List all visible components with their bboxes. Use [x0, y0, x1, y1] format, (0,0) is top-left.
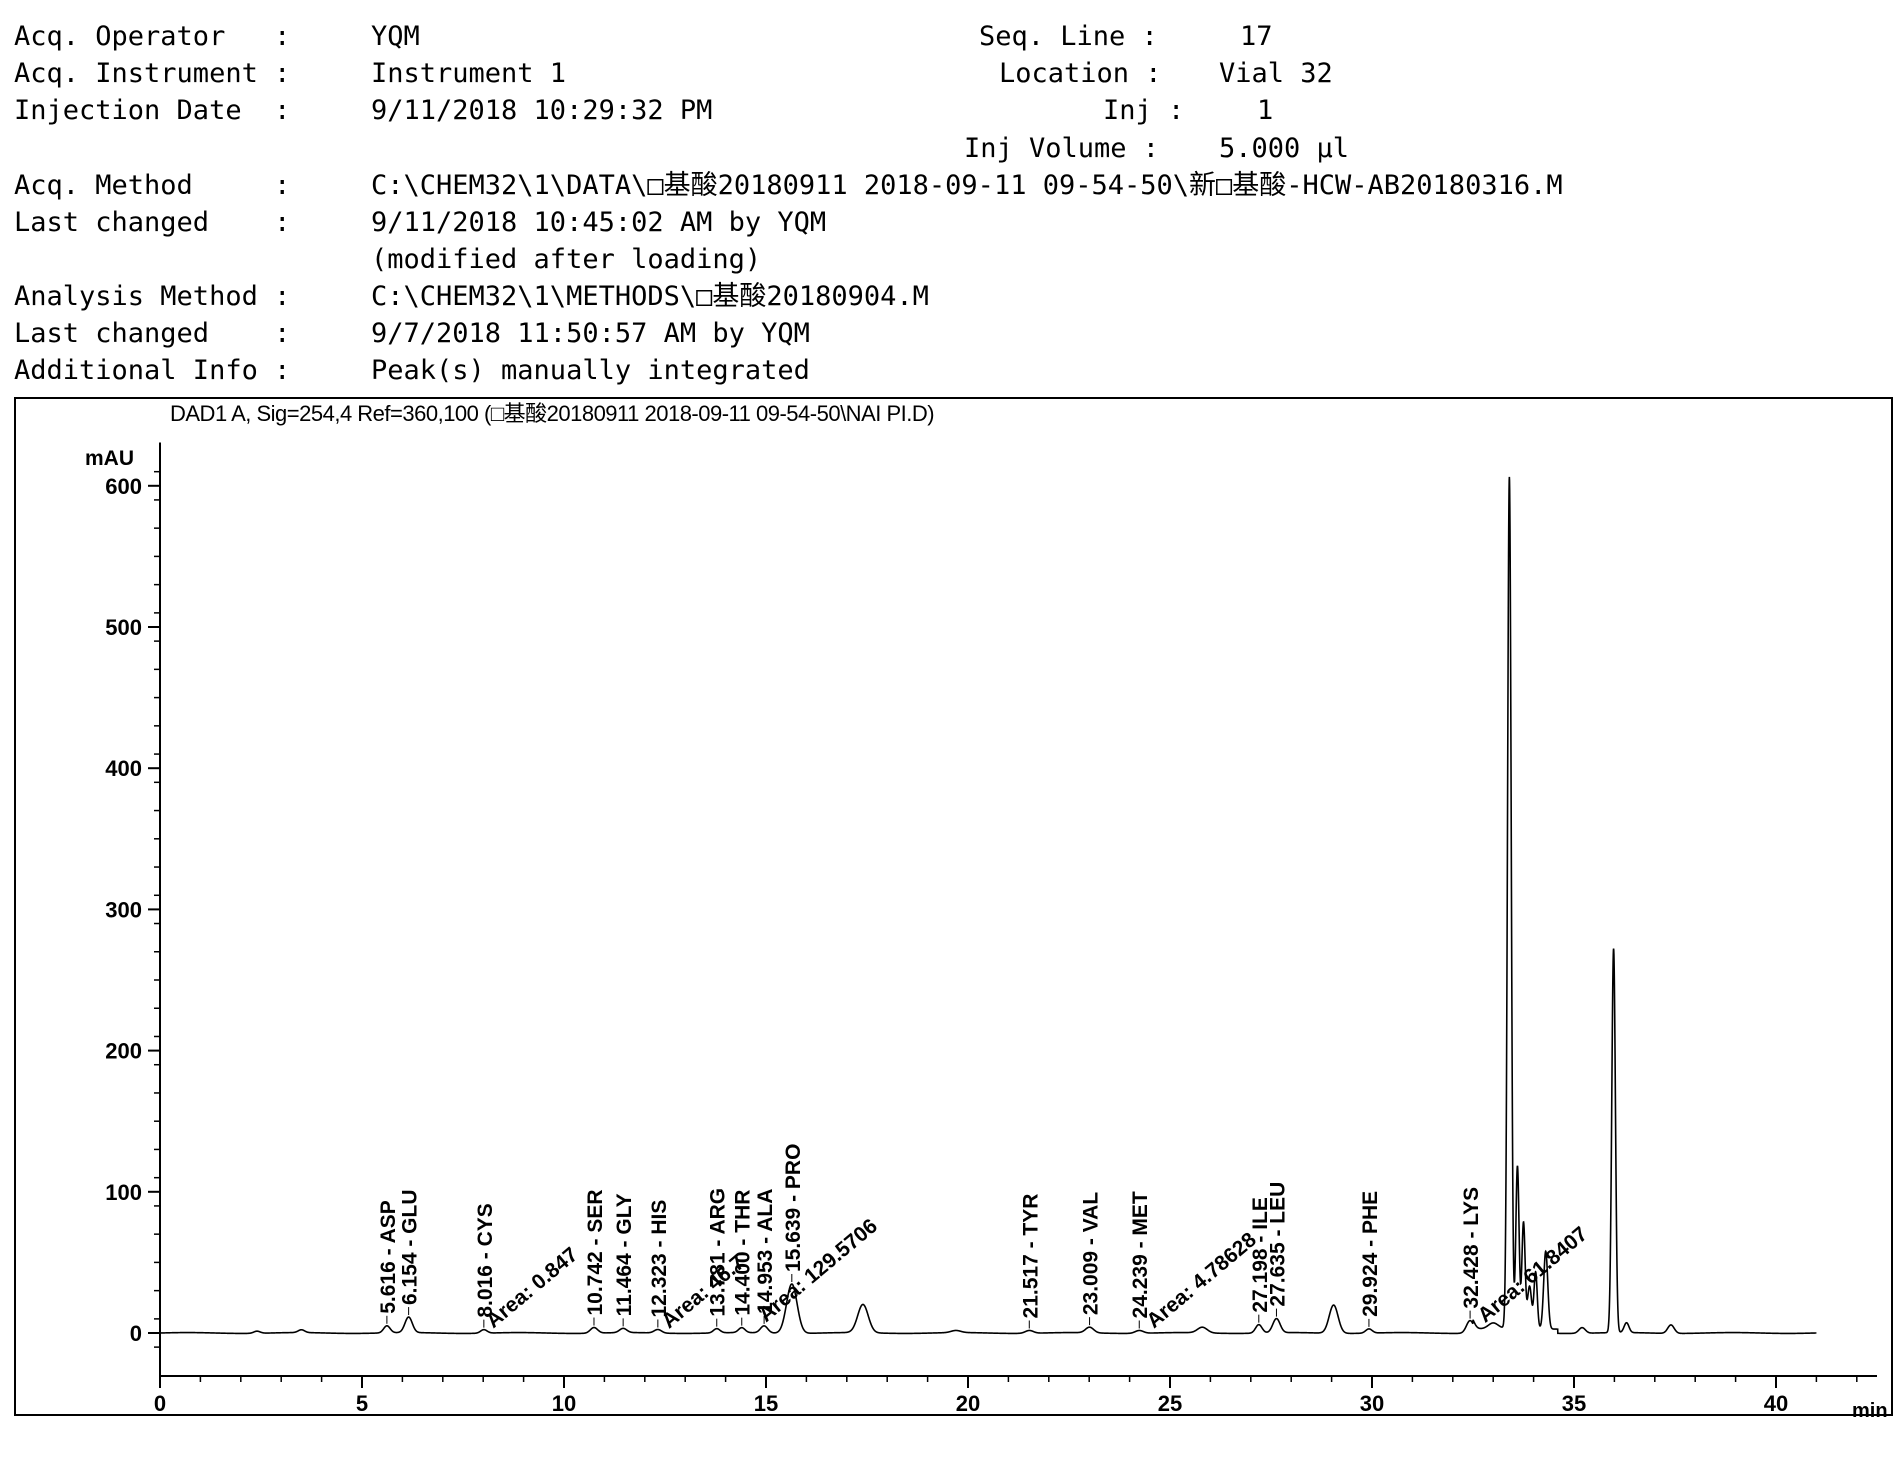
y-tick-label: 200: [105, 1039, 142, 1064]
y-axis-label: mAU: [85, 447, 134, 470]
x-axis-label: min: [1852, 1400, 1888, 1422]
x-tick-label: 15: [754, 1391, 778, 1416]
x-tick-label: 20: [956, 1391, 980, 1416]
peak-label: 6.154 - GLU: [399, 1189, 422, 1305]
peak-label: 29.924 - PHE: [1359, 1191, 1382, 1317]
x-tick-label: 40: [1764, 1391, 1788, 1416]
x-tick-label: 0: [154, 1391, 166, 1416]
x-tick-label: 25: [1158, 1391, 1182, 1416]
y-tick-label: 500: [105, 615, 142, 640]
peak-label: 11.464 - GLY: [613, 1193, 636, 1316]
x-tick-label: 30: [1360, 1391, 1384, 1416]
y-tick-label: 600: [105, 474, 142, 499]
peak-label: 21.517 - TYR: [1019, 1194, 1042, 1319]
x-tick-label: 5: [356, 1391, 368, 1416]
x-tick-label: 10: [552, 1391, 576, 1416]
peak-label: 5.616 - ASP: [377, 1200, 400, 1314]
peak-label: 12.323 - HIS: [648, 1200, 671, 1318]
y-tick-label: 100: [105, 1180, 142, 1205]
y-tick-label: 300: [105, 897, 142, 922]
peak-labels: 5.616 - ASP6.154 - GLU 8.016 - CYS 10.742 …: [377, 1144, 1592, 1333]
peak-label: 10.742 - SER: [584, 1189, 607, 1315]
area-label: Area: 61.8407: [1474, 1222, 1593, 1327]
y-tick-label: 0: [130, 1321, 142, 1346]
x-tick-label: 35: [1562, 1391, 1586, 1416]
y-tick-label: 400: [105, 756, 142, 781]
area-label: Area: 4.78628: [1142, 1228, 1261, 1333]
peak-label: 24.239 - MET: [1129, 1191, 1152, 1318]
peak-label: 27.635 - LEU: [1266, 1182, 1289, 1307]
peak-label: 32.428 - LYS: [1460, 1187, 1483, 1309]
chart-axes: 0 100 200 300 400 500 600 0 5 10 15 20 25 30 35 40: [105, 443, 1877, 1417]
chart-title: DAD1 A, Sig=254,4 Ref=360,100 (□基酸201809…: [170, 401, 934, 426]
peak-label: 15.639 - PRO: [782, 1144, 805, 1272]
peak-label: 8.016 - CYS: [474, 1203, 497, 1317]
peak-label: 23.009 - VAL: [1080, 1192, 1103, 1316]
